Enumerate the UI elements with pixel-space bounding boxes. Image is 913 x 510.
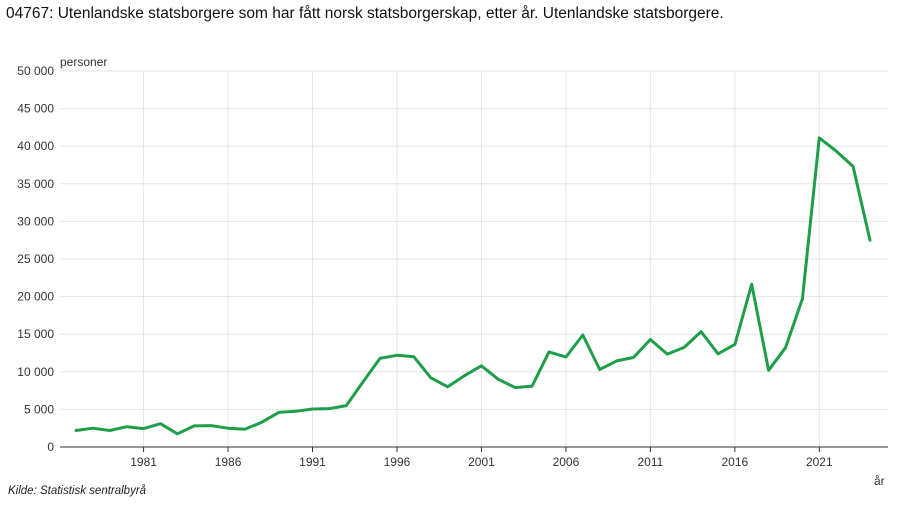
data-point[interactable] [815,134,823,142]
data-point[interactable] [444,383,452,391]
data-point[interactable] [89,424,97,432]
data-point[interactable] [224,424,232,432]
data-point[interactable] [596,366,604,374]
data-point[interactable] [376,354,384,362]
data-point[interactable] [275,408,283,416]
data-point[interactable] [309,405,317,413]
data-point[interactable] [866,236,874,244]
data-point[interactable] [461,372,469,380]
y-tick-label: 25 000 [17,252,54,266]
data-point[interactable] [629,354,637,362]
data-point[interactable] [325,405,333,413]
data-point[interactable] [663,350,671,358]
data-point[interactable] [258,418,266,426]
x-tick-label: 2006 [553,455,580,469]
chart-title: 04767: Utenlandske statsborgere som har … [6,5,724,22]
data-point[interactable] [140,425,148,433]
x-tick-label: 1991 [299,455,326,469]
data-point[interactable] [562,353,570,361]
data-point[interactable] [494,375,502,383]
data-point[interactable] [680,343,688,351]
data-point[interactable] [410,353,418,361]
y-tick-label: 0 [47,440,54,454]
data-point[interactable] [528,382,536,390]
y-tick-label: 30 000 [17,214,54,228]
x-tick-label: 2011 [637,455,663,469]
y-axis-tick-labels: 0 5 000 10 000 15 000 20 000 25 000 30 000 35 0… [17,64,54,454]
data-point[interactable] [545,348,553,356]
y-tick-label: 15 000 [17,327,54,341]
data-point[interactable] [292,407,300,415]
data-point[interactable] [579,331,587,339]
y-tick-label: 45 000 [17,102,54,116]
data-point[interactable] [511,384,519,392]
x-axis-tick-labels: 1981 1986 1991 1996 2001 2006 2011 2016 2021 [130,455,833,469]
data-point[interactable] [106,426,114,434]
data-point[interactable] [849,163,857,171]
data-point[interactable] [72,426,80,434]
data-point[interactable] [342,402,350,410]
series-group [72,134,874,438]
data-point[interactable] [427,374,435,382]
y-tick-label: 5 000 [24,402,54,416]
x-axis-label: år [874,474,885,488]
data-point[interactable] [731,340,739,348]
y-tick-label: 20 000 [17,290,54,304]
data-point[interactable] [714,350,722,358]
data-point[interactable] [613,357,621,365]
data-point[interactable] [646,335,654,343]
data-point[interactable] [123,423,131,431]
x-tick-label: 2021 [806,455,833,469]
x-tick-label: 1996 [384,455,411,469]
data-point[interactable] [765,366,773,374]
x-tick-label: 2016 [721,455,748,469]
y-tick-label: 35 000 [17,177,54,191]
y-tick-label: 50 000 [17,64,54,78]
series-line [74,136,872,436]
data-point[interactable] [477,362,485,370]
data-point[interactable] [156,420,164,428]
data-point[interactable] [832,147,840,155]
data-point[interactable] [697,328,705,336]
data-point[interactable] [241,425,249,433]
x-tick-label: 1981 [130,455,157,469]
data-point[interactable] [393,351,401,359]
grid-lines [60,70,888,452]
data-point[interactable] [173,430,181,438]
y-tick-label: 40 000 [17,139,54,153]
data-point[interactable] [207,422,215,430]
x-tick-label: 2001 [468,455,495,469]
data-point[interactable] [782,344,790,352]
source-note: Kilde: Statistisk sentralbyrå [8,485,147,497]
y-axis-label: personer [60,55,107,69]
y-tick-label: 10 000 [17,365,54,379]
x-tick-label: 1986 [215,455,242,469]
data-point[interactable] [798,295,806,303]
data-point[interactable] [190,422,198,430]
data-point[interactable] [748,280,756,288]
data-point[interactable] [359,378,367,386]
